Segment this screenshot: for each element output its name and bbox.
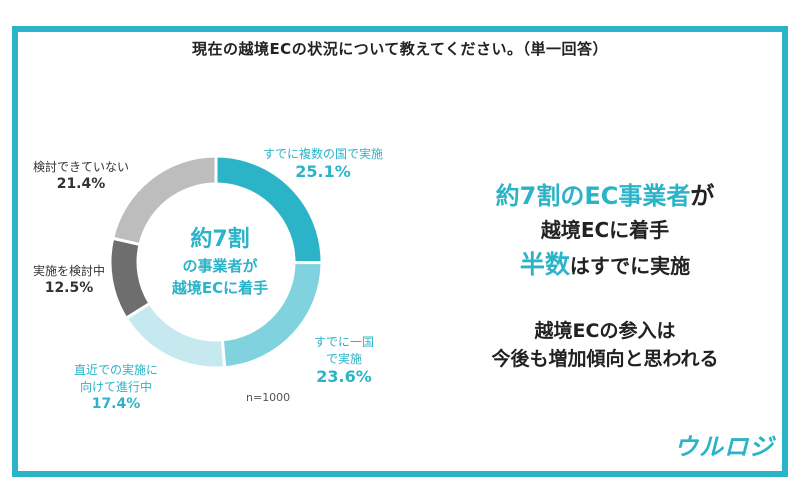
headline-rest: はすでに実施 [569,254,691,278]
sample-size: n=1000 [246,391,291,404]
label-name-line-1: 直近での実施に [73,363,158,377]
center-line-1: 約7割 [190,227,250,252]
brand-logo: ウルロジ [674,433,774,461]
headline-line-5: 今後も増加傾向と思われる [491,348,719,370]
donut-center-text: 約7割 の事業者が 越境ECに着手 [140,225,300,299]
slice-not-considered [110,154,218,247]
label-name-line-2: で実施 [325,352,362,366]
label-percent: 23.6% [316,367,372,386]
label-name: 検討できていない [32,160,129,174]
label-multiple-countries: すでに複数の国で実施 25.1% [243,146,403,180]
label-percent: 12.5% [44,280,94,296]
headline-line-3: 半数はすでに実施 [430,250,780,281]
label-in-progress: 直近での実施に 向けて進行中 17.4% [46,362,186,413]
center-line-2: の事業者が [182,257,258,275]
headline-accent: 半数 [519,250,570,279]
slice-in-progress [124,301,227,370]
label-percent: 25.1% [295,162,351,181]
label-name-line-2: 向けて進行中 [79,380,152,394]
label-percent: 21.4% [56,176,106,192]
headline-rest: が [690,182,715,210]
label-name-line-1: すでに一国 [313,335,375,349]
headline-accent: 約7割のEC事業者 [495,182,691,210]
label-not-considered: 検討できていない 21.4% [16,159,146,193]
chart-frame [12,26,788,477]
label-one-country: すでに一国 で実施 23.6% [284,334,404,385]
headline-line-2: 越境ECに着手 [540,218,670,242]
headline-line-4: 越境ECの参入は [534,320,676,342]
center-line-3: 越境ECに着手 [171,279,269,297]
chart-title: 現在の越境ECの状況について教えてください。（単一回答） [191,40,609,58]
label-percent: 17.4% [91,396,141,412]
label-name: すでに複数の国で実施 [262,147,384,161]
label-name: 実施を検討中 [32,264,105,278]
headline-line-1: 約7割のEC事業者が [430,180,780,212]
label-considering: 実施を検討中 12.5% [14,263,124,297]
